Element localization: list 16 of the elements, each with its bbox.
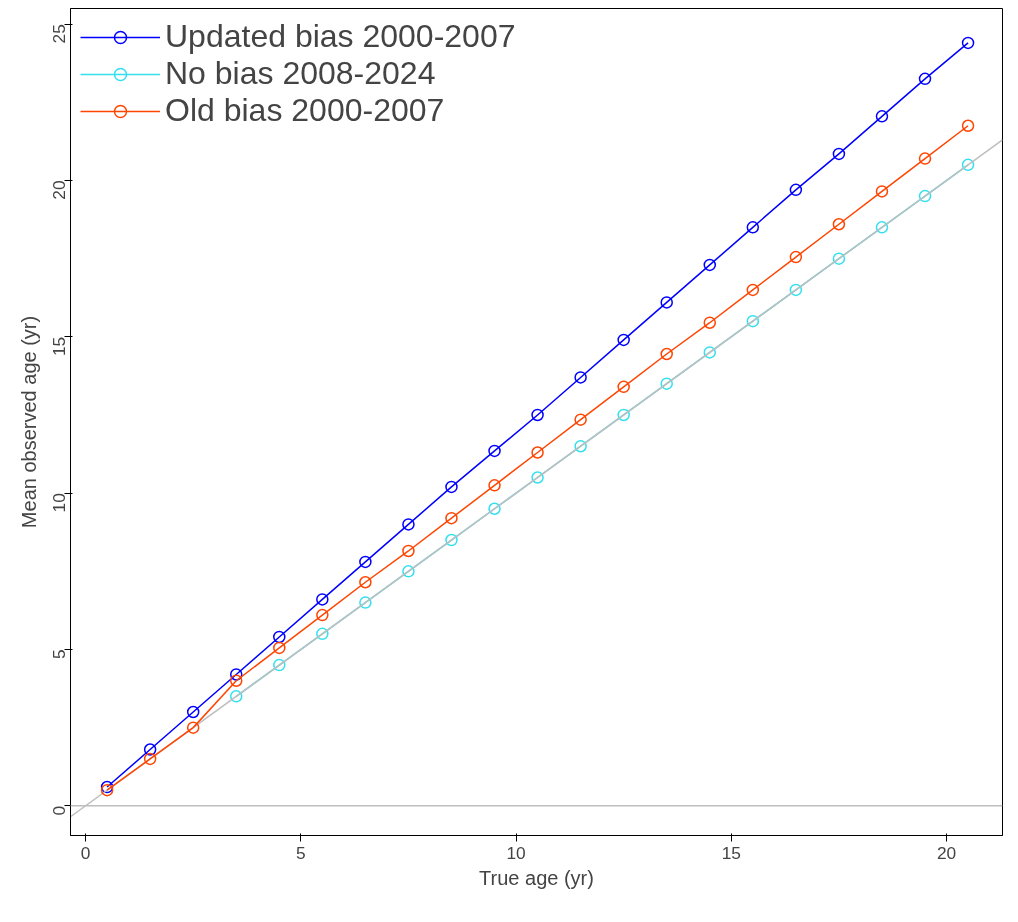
y-tick-label: 0 (49, 805, 70, 816)
x-tick-label: 15 (721, 842, 741, 863)
x-tick-label: 5 (295, 842, 306, 863)
y-tick-label: 20 (49, 180, 70, 200)
legend-label: No bias 2008-2024 (165, 55, 436, 92)
y-tick-label: 25 (49, 24, 70, 44)
legend-label: Old bias 2000-2007 (165, 92, 445, 129)
y-tick-label: 5 (49, 649, 70, 660)
x-tick-label: 10 (506, 842, 526, 863)
y-tick-label: 15 (49, 336, 70, 357)
y-axis-title: Mean observed age (yr) (17, 315, 40, 529)
x-axis-title: True age (yr) (479, 866, 594, 889)
x-tick-label: 0 (80, 842, 91, 863)
x-tick-label: 20 (936, 842, 957, 863)
y-tick-label: 10 (49, 493, 70, 513)
legend-label: Updated bias 2000-2007 (165, 18, 516, 55)
